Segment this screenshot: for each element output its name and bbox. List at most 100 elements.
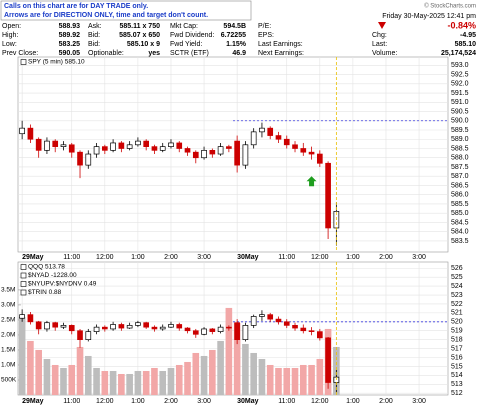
candle-body <box>176 324 183 329</box>
candle-body <box>60 325 67 328</box>
candle-body <box>35 138 42 151</box>
x-tick-label: 11:00 <box>63 398 80 405</box>
candle-body <box>101 326 108 330</box>
candle-body <box>118 324 125 329</box>
y2-tick-label: 3.5M <box>1 287 15 294</box>
quote-date: Friday 30-May-2025 12:41 pm <box>382 13 476 20</box>
volume-bar <box>126 373 133 395</box>
field-value: 585.07 x 650 <box>119 32 160 39</box>
field-value: 585.10 x 9 <box>127 41 160 48</box>
candle-body <box>93 146 100 155</box>
x-tick-label: 3:00 <box>412 254 426 261</box>
y-tick-label: 518 <box>451 337 463 344</box>
field-label: Prev Close: <box>2 50 38 57</box>
volume-bar <box>35 349 42 395</box>
volume-bar <box>299 364 307 395</box>
volume-bar <box>217 340 224 395</box>
copyright: © StockCharts.com <box>424 3 476 10</box>
y-tick-label: 515 <box>451 363 463 370</box>
volume-bar <box>275 367 282 395</box>
field-label: Last Earnings: <box>258 41 303 48</box>
candle-body <box>27 127 34 140</box>
candle-body <box>209 149 216 155</box>
legend-label: QQQ 513.78 <box>28 264 65 271</box>
quote-label: Volume: <box>372 50 397 57</box>
quote-label: Chg: <box>372 32 387 39</box>
candle-body <box>19 314 25 319</box>
volume-bar <box>175 364 183 395</box>
legend-label: SPY (5 min) 585.10 <box>28 59 85 66</box>
y-tick-label: 583.5 <box>451 238 469 245</box>
x-tick-label: 29May <box>22 398 44 405</box>
candle-body <box>308 330 315 332</box>
field-label: Next Earnings: <box>258 50 304 57</box>
legend-label: $TRIN 0.88 <box>28 289 62 296</box>
volume-bar <box>51 364 59 395</box>
volume-bar <box>134 370 142 395</box>
legend-label: $NYUPV:$NYDNV 0.49 <box>28 281 97 288</box>
y-tick-label: 584.5 <box>451 219 469 226</box>
candle-body <box>325 337 331 383</box>
volume-bar <box>118 373 125 395</box>
candle-body <box>292 144 298 149</box>
y2-tick-label: 2.0M <box>1 332 15 339</box>
candle-body <box>35 321 42 330</box>
volume-bar <box>167 367 175 395</box>
x-tick-label: 2:00 <box>379 398 393 405</box>
y2-tick-label: 1.5M <box>1 347 15 354</box>
x-tick-label: 2:00 <box>164 254 178 261</box>
candle-body <box>192 151 199 159</box>
volume-bar <box>192 352 200 395</box>
candle-body <box>283 321 290 326</box>
quote-value: 25,174,524 <box>441 50 476 57</box>
candle-body <box>168 324 174 328</box>
y-tick-label: 590.0 <box>451 118 469 125</box>
volume-bar <box>283 367 291 395</box>
x-tick-label: 29May <box>22 254 44 261</box>
candle-body <box>68 325 75 332</box>
field-label: Ask: <box>88 23 102 30</box>
x-tick-label: 1:00 <box>131 398 145 405</box>
y-tick-label: 591.5 <box>451 90 469 97</box>
field-label: Low: <box>2 41 17 48</box>
x-tick-label: 2:00 <box>164 398 178 405</box>
candle-body <box>126 144 133 149</box>
candle-body <box>275 318 282 323</box>
legend-swatch <box>20 289 27 296</box>
y2-tick-label: 500K <box>1 377 17 384</box>
y-tick-label: 589.0 <box>451 136 469 143</box>
volume-bar <box>109 370 117 395</box>
candle-body <box>143 140 150 147</box>
candle-body <box>68 144 75 153</box>
legend-swatch <box>20 59 27 65</box>
candle-body <box>135 322 141 326</box>
x-tick-label: 3:00 <box>412 398 426 405</box>
field-value: 589.92 <box>59 32 81 39</box>
y2-tick-label: 2.5M <box>1 317 15 324</box>
x-tick-label: 11:00 <box>63 254 80 261</box>
volume-bar <box>258 358 266 395</box>
volume-bar <box>225 307 233 395</box>
candle-body <box>60 144 67 147</box>
candle-body <box>325 162 331 229</box>
y-tick-label: 512 <box>451 390 463 397</box>
x-tick-label: 3:00 <box>197 254 211 261</box>
volume-bar <box>209 349 216 395</box>
y-tick-label: 587.5 <box>451 164 469 171</box>
y-tick-label: 513 <box>451 381 463 388</box>
candle-body <box>159 146 166 151</box>
candle-body <box>226 326 232 329</box>
y-tick-label: 585.0 <box>451 210 469 217</box>
y-tick-label: 522 <box>451 301 463 308</box>
y2-tick-label: 3.0M <box>1 302 15 309</box>
field-value: 6.72255 <box>221 32 246 39</box>
notice-box <box>0 0 252 21</box>
legend-label: $NYAD -1228.00 <box>28 272 77 279</box>
x-tick-label: 30May <box>237 254 259 261</box>
candle-body <box>209 328 216 332</box>
x-tick-label: 3:00 <box>197 398 211 405</box>
y-tick-label: 588.0 <box>451 155 469 162</box>
